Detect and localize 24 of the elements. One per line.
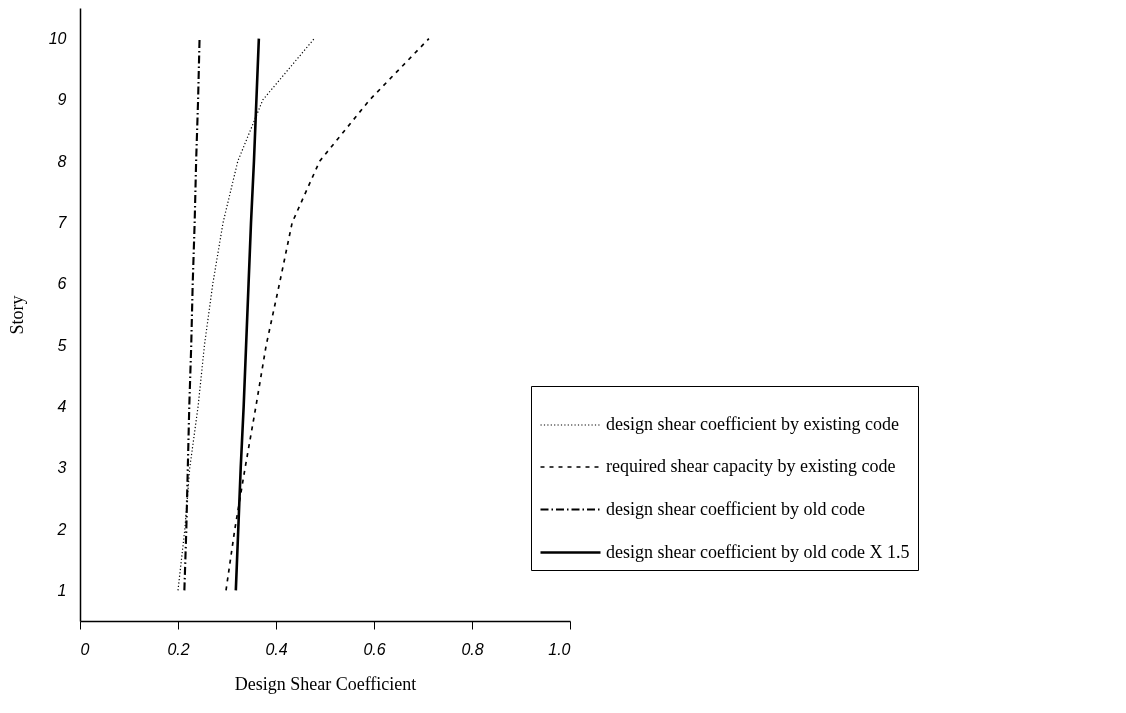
y-axis-title: Story — [6, 295, 27, 335]
y-tick-label: 2 — [56, 520, 67, 538]
y-tick-label: 6 — [57, 275, 67, 293]
y-tick-label: 5 — [57, 336, 67, 354]
y-tick-label: 4 — [57, 397, 67, 415]
line-series — [225, 37, 430, 592]
legend-label: design shear coefficient by old code X 1.5 — [606, 541, 910, 562]
y-tick-label: 7 — [57, 214, 68, 232]
y-tick-label: 9 — [57, 91, 67, 109]
x-tick-label: 0.8 — [461, 640, 484, 658]
x-tick-label: 0.6 — [363, 640, 386, 658]
x-tick-label: 0 — [80, 640, 90, 658]
legend-label: design shear coefficient by old code — [606, 498, 866, 519]
x-tick-label: 0.2 — [167, 640, 190, 658]
y-tick-label: 8 — [57, 152, 67, 170]
line-series — [177, 38, 315, 591]
x-tick-label: 0.4 — [265, 640, 288, 658]
legend-label: design shear coefficient by existing code — [606, 414, 900, 434]
x-tick-label: 1.0 — [548, 640, 571, 658]
y-tick-label: 1 — [57, 581, 67, 599]
x-axis-title: Design Shear Coefficient — [234, 673, 417, 694]
legend-label: required shear capacity by existing code — [606, 456, 896, 476]
y-tick-label: 10 — [48, 30, 67, 48]
y-tick-label: 3 — [57, 459, 67, 477]
